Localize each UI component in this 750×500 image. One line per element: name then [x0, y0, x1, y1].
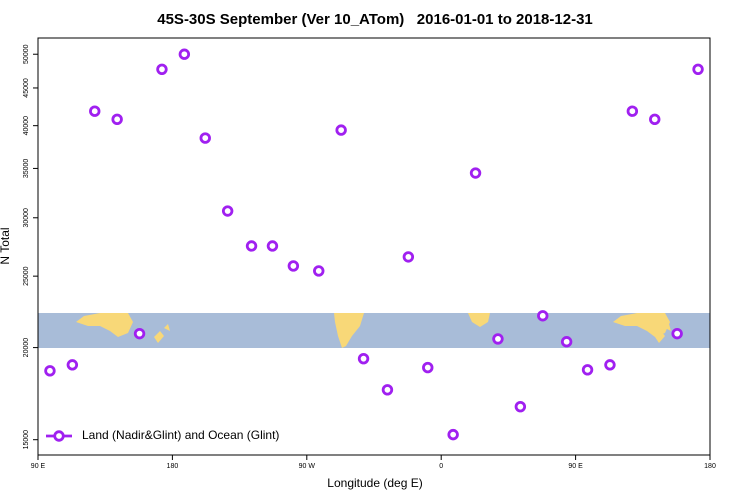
point: [111, 113, 123, 126]
point: [221, 205, 234, 217]
point: [422, 361, 434, 374]
y-tick-label: 50000: [23, 44, 30, 64]
x-tick-label: 180: [167, 463, 179, 470]
point: [626, 105, 639, 117]
y-tick-label: 30000: [23, 208, 30, 228]
y-tick-label: 40000: [23, 116, 30, 136]
point: [133, 327, 146, 340]
point: [199, 132, 211, 144]
y-tick-label: 25000: [23, 266, 30, 286]
point: [156, 63, 168, 76]
point: [560, 336, 573, 348]
point: [66, 359, 79, 371]
point: [671, 327, 683, 340]
y-tick-label: 20000: [23, 338, 30, 358]
y-axis-label: N Total: [0, 227, 12, 264]
point: [266, 240, 279, 252]
point: [357, 352, 370, 365]
legend-label: Land (Nadir&Glint) and Ocean (Glint): [82, 428, 279, 442]
plot-frame: [37, 37, 711, 456]
x-tick-label: 90 E: [568, 463, 583, 470]
legend-marker: [53, 430, 65, 442]
point: [381, 384, 394, 396]
point: [447, 428, 459, 441]
x-tick-label: 0: [439, 463, 443, 470]
point: [492, 333, 504, 345]
point: [402, 251, 415, 263]
x-axis-label: Longitude (deg E): [327, 476, 422, 490]
point: [692, 63, 704, 76]
point: [514, 400, 527, 413]
y-tick-label: 15000: [23, 430, 30, 450]
chart-title: 45S-30S September (Ver 10_ATom) 2016-01-…: [157, 11, 593, 28]
point: [469, 167, 482, 179]
x-tick-label: 90 W: [299, 463, 316, 470]
y-tick-label: 35000: [23, 159, 30, 179]
point: [537, 310, 549, 322]
x-tick-label: 180: [704, 463, 716, 470]
point: [649, 113, 661, 126]
point: [335, 124, 347, 136]
point: [245, 240, 258, 252]
point: [604, 359, 616, 371]
point: [581, 364, 594, 376]
point: [287, 260, 300, 272]
point: [44, 365, 56, 377]
point: [89, 105, 101, 117]
point: [178, 48, 191, 60]
y-tick-label: 45000: [23, 78, 30, 98]
map-strip: [38, 313, 710, 348]
x-tick-label: 90 E: [31, 463, 46, 470]
point: [313, 265, 325, 277]
